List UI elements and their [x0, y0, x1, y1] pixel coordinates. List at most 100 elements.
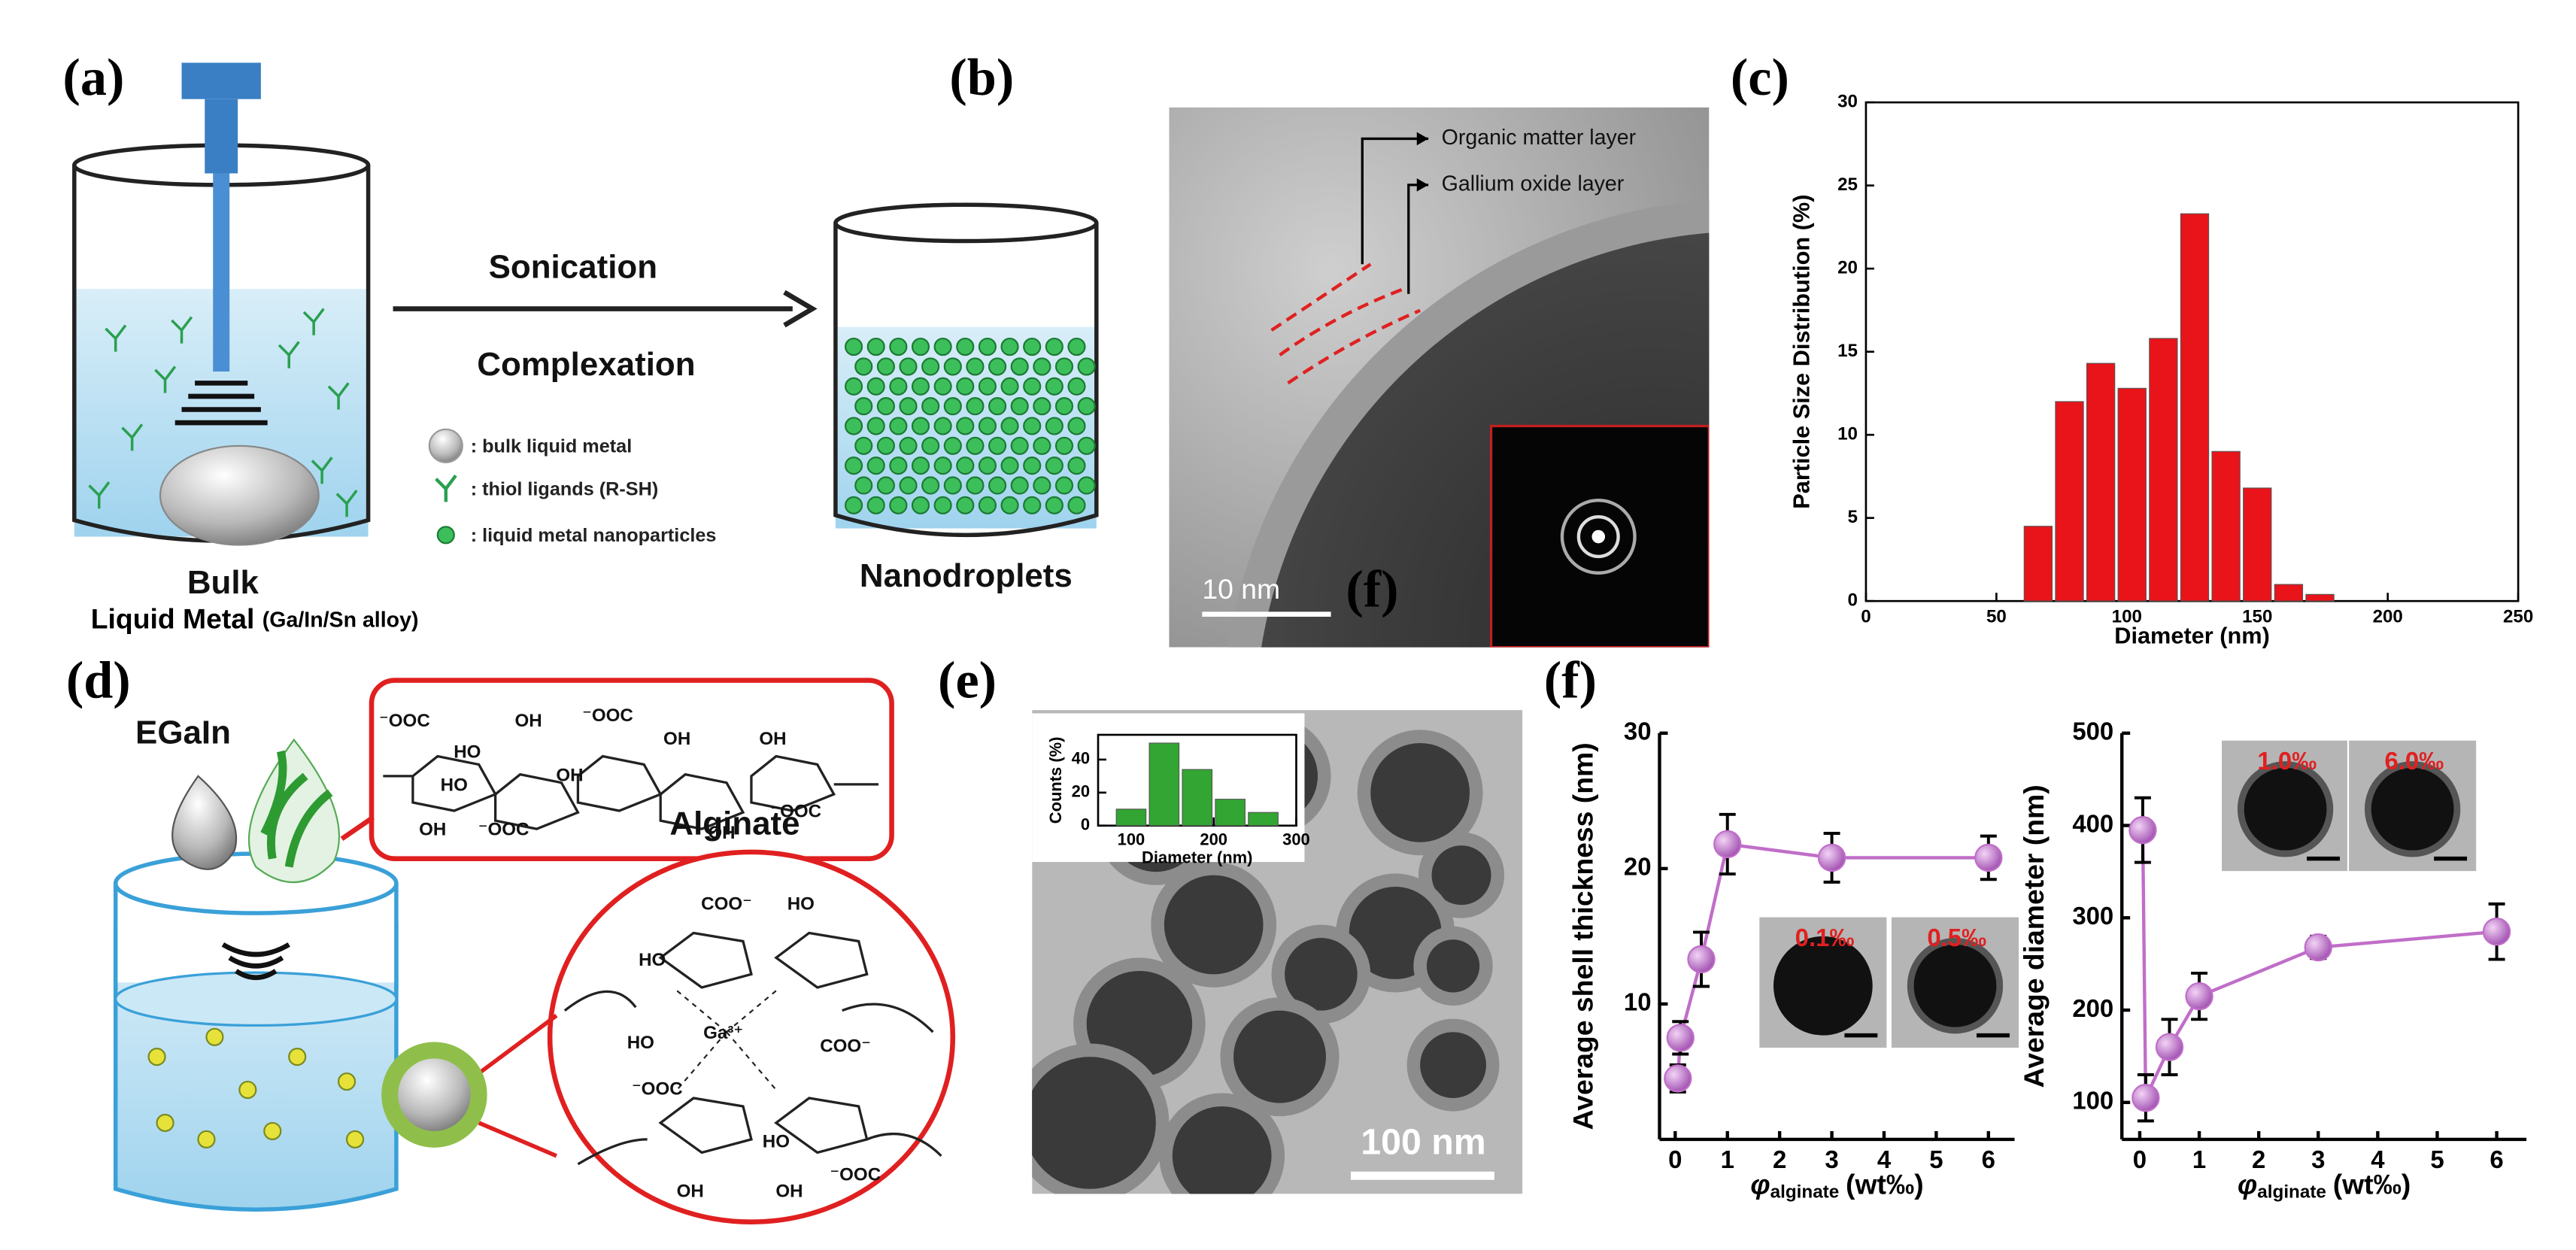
chem-label: HO	[787, 894, 815, 915]
point	[1687, 945, 1716, 974]
label: Alginate	[669, 805, 800, 842]
nanodroplet	[956, 457, 975, 475]
tem-insets: 0.1‰ 0.5‰ 1.0‰ 6.0‰	[1758, 739, 2478, 1050]
y-tick-label: 5	[1848, 507, 1858, 527]
y-axis-label: Average shell thickness (nm)	[1567, 742, 1599, 1130]
nanodroplet	[854, 476, 873, 495]
legend-text: : liquid metal nanoparticles	[471, 525, 717, 546]
chart: 100 200 300 0 20 40 Diameter (nm) Counts (%)	[1046, 733, 1310, 866]
nanodroplet	[988, 397, 1007, 416]
nanodroplet	[988, 476, 1007, 495]
nanodroplet	[889, 417, 908, 435]
ligand	[105, 324, 127, 352]
nanodroplet	[1054, 476, 1074, 495]
nanodroplet	[899, 357, 918, 376]
arrow-head	[783, 290, 818, 328]
tem-image	[1169, 107, 1710, 648]
nanodroplet	[966, 476, 985, 495]
nanodroplet	[978, 337, 997, 356]
bar	[2305, 593, 2335, 602]
nanodroplet	[1067, 377, 1086, 396]
chem-label: OH	[708, 823, 735, 843]
nanodroplet	[876, 397, 895, 416]
nanoparticle	[197, 1130, 216, 1148]
x-tick-label: 3	[2311, 1145, 2325, 1173]
particle	[1907, 938, 2004, 1034]
chem-label: OH	[663, 729, 690, 749]
bar	[2023, 526, 2053, 602]
nanodroplet	[921, 476, 940, 495]
x-tick-label: 200	[2373, 606, 2403, 627]
legend-metal	[428, 428, 463, 463]
ligand	[88, 481, 111, 509]
chem-label: ⁻OOC	[632, 1079, 683, 1099]
nanodroplet	[866, 377, 885, 396]
y-tick-label: 500	[2072, 718, 2113, 745]
nanodroplet	[943, 476, 962, 495]
nanodroplet	[988, 436, 1007, 455]
nanoparticles	[147, 1027, 365, 1148]
nanodroplet	[854, 357, 873, 376]
nanodroplet	[1045, 377, 1063, 396]
nanodroplet	[1033, 397, 1051, 416]
nanodroplet	[911, 337, 930, 356]
x-tick-label: 0	[1668, 1145, 1682, 1173]
y-tick-label: 20	[1072, 782, 1090, 801]
y-tick-label: 10	[1837, 424, 1858, 444]
x-tick-label: 5	[2430, 1145, 2444, 1173]
chem-label: HO	[454, 742, 481, 763]
nanodroplet	[899, 476, 918, 495]
nanodroplet	[854, 397, 873, 416]
point	[1666, 1024, 1695, 1052]
y-tick-label: 20	[1624, 853, 1652, 881]
x-tick-label: 300	[1282, 830, 1310, 848]
nanodroplet	[1067, 337, 1086, 356]
nanodroplet	[845, 457, 863, 475]
nanodroplet	[1033, 357, 1051, 376]
bar	[2180, 213, 2210, 602]
nanodroplet	[966, 397, 985, 416]
nanodroplet	[1033, 436, 1051, 455]
x-label-subscript: alginate	[2257, 1182, 2326, 1203]
nanodroplet	[1054, 436, 1074, 455]
x-axis-label: φalginate (wt‰)	[2238, 1168, 2411, 1202]
nanodroplet	[1045, 496, 1063, 514]
nanodroplet	[1077, 476, 1096, 495]
nanodroplet	[1010, 436, 1029, 455]
point	[2185, 981, 2213, 1011]
point	[1817, 843, 1846, 872]
nanodroplet	[876, 357, 895, 376]
panel-label: (b)	[949, 48, 1014, 107]
chem-label: HO	[627, 1033, 654, 1053]
chem-label: OH	[556, 765, 583, 785]
chem-label: COO⁻	[820, 1036, 871, 1056]
x-tick-label: 4	[1877, 1145, 1892, 1173]
chem-label: OH	[514, 711, 542, 731]
tem-image	[1032, 710, 1523, 1194]
chem-label: Ga³⁺	[703, 1023, 743, 1043]
panel-label: (d)	[66, 651, 131, 709]
y-axis-label: Counts (%)	[1046, 736, 1065, 824]
diffraction-ring	[1560, 499, 1637, 575]
label: (Ga/In/Sn alloy)	[262, 608, 419, 632]
legend-text: : thiol ligands (R-SH)	[471, 479, 659, 500]
label: EGaIn	[135, 715, 231, 751]
annotation: Gallium oxide layer	[1442, 171, 1625, 196]
point	[2128, 816, 2157, 845]
ligand	[302, 308, 325, 335]
nanodroplet	[1077, 357, 1096, 376]
y-tick-label: 400	[2072, 809, 2113, 837]
nanodroplet	[956, 417, 975, 435]
nanodroplet	[933, 457, 952, 475]
nanodroplet	[866, 417, 885, 435]
nanodroplet	[921, 436, 940, 455]
particle-core	[1370, 742, 1470, 842]
bar	[2055, 401, 2084, 602]
nanodroplet	[1023, 377, 1042, 396]
chem-label: HO	[639, 950, 666, 970]
alginate-structure	[383, 754, 879, 830]
callout-pointer	[478, 1014, 558, 1158]
point	[2155, 1033, 2184, 1061]
x-tick-label: 6	[2490, 1145, 2503, 1173]
